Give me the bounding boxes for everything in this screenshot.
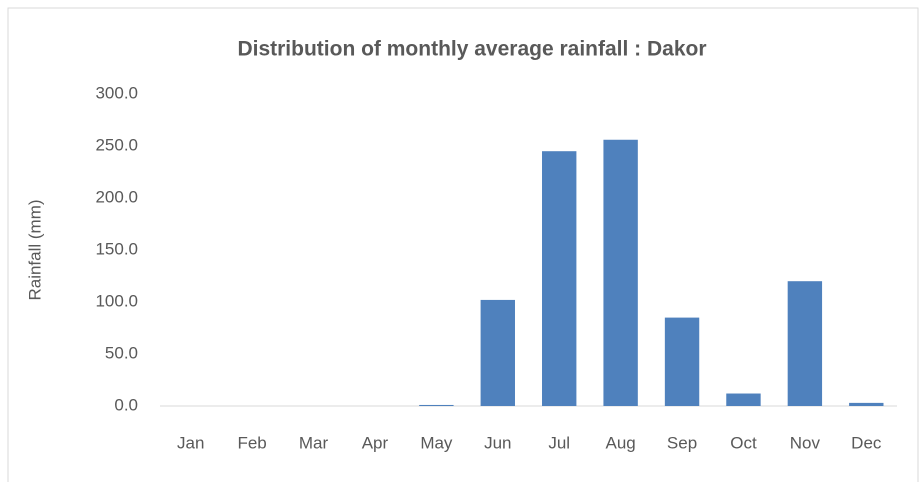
x-tick-label: Aug [606, 433, 636, 452]
bar [849, 402, 884, 406]
y-tick-label: 300.0 [95, 83, 138, 102]
x-tick-label: Jul [548, 433, 570, 452]
bar [787, 281, 823, 406]
bar [480, 299, 515, 406]
y-tick-label: 0.0 [114, 395, 138, 414]
x-tick-label: Feb [237, 433, 266, 452]
x-tick-label: Nov [790, 433, 821, 452]
y-axis-label: Rainfall (mm) [25, 199, 44, 300]
bar [542, 151, 577, 406]
x-tick-label: May [420, 433, 453, 452]
y-tick-label: 250.0 [95, 135, 138, 154]
bar [603, 139, 638, 406]
x-tick-label: Jun [484, 433, 511, 452]
x-tick-label: Mar [299, 433, 329, 452]
y-tick-label: 150.0 [95, 239, 138, 258]
bar [419, 404, 454, 406]
y-tick-label: 200.0 [95, 187, 138, 206]
x-tick-label: Oct [730, 433, 757, 452]
x-tick-label: Sep [667, 433, 697, 452]
y-tick-label: 50.0 [105, 343, 138, 362]
y-tick-label: 100.0 [95, 291, 138, 310]
x-tick-label: Jan [177, 433, 204, 452]
chart-title: Distribution of monthly average rainfall… [237, 38, 706, 61]
x-tick-label: Dec [851, 433, 882, 452]
bar [664, 317, 700, 406]
chart-frame [7, 7, 919, 482]
bar [726, 393, 761, 406]
x-tick-label: Apr [362, 433, 389, 452]
